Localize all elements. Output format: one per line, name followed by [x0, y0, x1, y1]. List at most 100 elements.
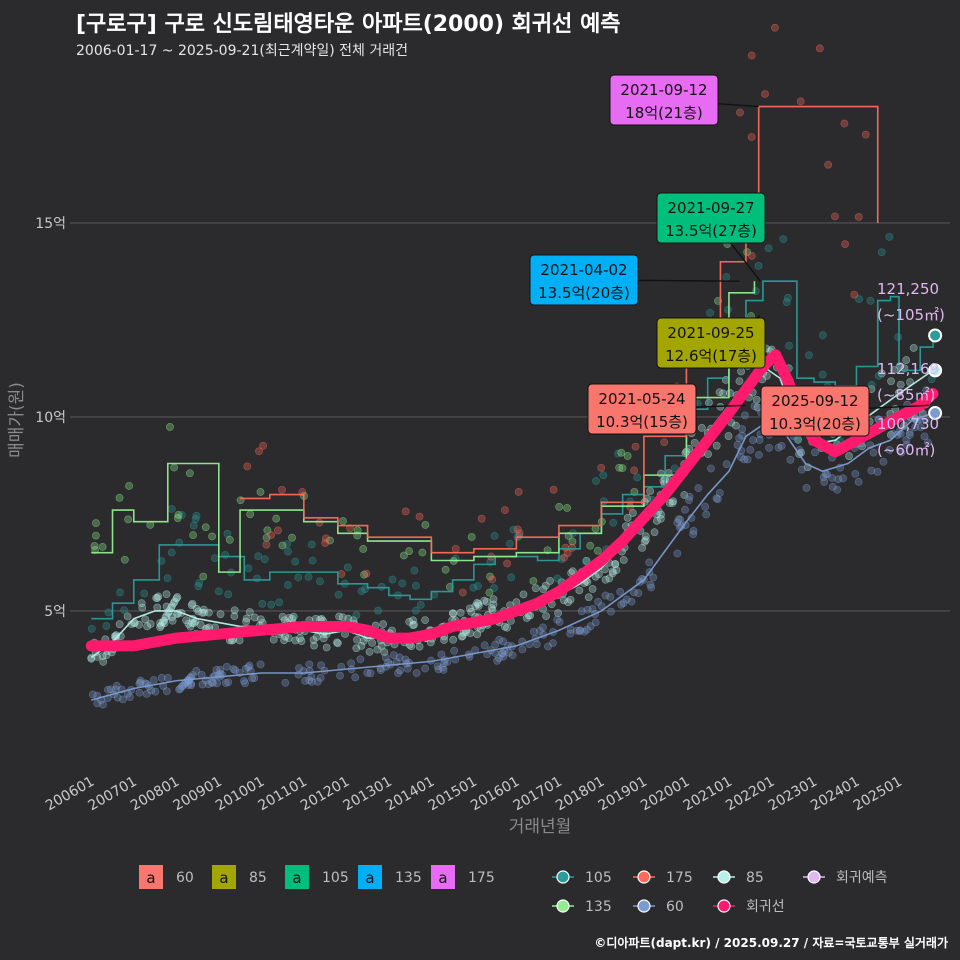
data-point-135 — [92, 531, 100, 540]
data-point-175 — [747, 251, 756, 260]
data-point-60 — [774, 443, 783, 452]
data-point-60 — [627, 597, 636, 606]
data-point-135 — [115, 493, 124, 502]
data-point-105 — [724, 305, 732, 314]
callout-box — [529, 254, 639, 306]
data-point-60 — [701, 502, 710, 511]
legend-label: 175 — [468, 870, 495, 886]
data-point-60 — [151, 687, 160, 696]
callout-date: 2025-09-12 — [771, 392, 858, 410]
data-point-85 — [466, 604, 474, 613]
data-point-60 — [532, 640, 541, 649]
data-point-60 — [583, 605, 592, 614]
data-point-60 — [363, 668, 372, 677]
data-point-60 — [738, 425, 747, 433]
data-point-60 — [673, 549, 682, 558]
data-point-175 — [337, 570, 346, 578]
data-point-60 — [616, 587, 625, 596]
data-point-175 — [815, 44, 824, 53]
data-point-60 — [649, 573, 658, 582]
data-point-60 — [241, 679, 249, 688]
data-point-60 — [566, 629, 575, 638]
data-point-60 — [869, 448, 878, 457]
data-point-135 — [90, 542, 99, 550]
data-point-135 — [185, 469, 194, 478]
data-point-60 — [897, 448, 906, 457]
data-point-135 — [421, 521, 430, 529]
data-point-105 — [722, 273, 731, 281]
data-point-175 — [747, 133, 756, 141]
data-point-60 — [136, 678, 145, 687]
data-point-105 — [412, 581, 420, 590]
data-point-105 — [553, 574, 562, 583]
data-point-60 — [577, 607, 586, 616]
data-point-60 — [867, 466, 876, 475]
legend-key-85 — [212, 865, 236, 889]
regression-line — [85, 349, 939, 652]
data-point-60 — [307, 672, 316, 681]
data-point-105 — [785, 341, 794, 350]
data-point-85 — [333, 638, 341, 647]
data-point-135 — [441, 565, 450, 574]
data-point-85 — [172, 594, 181, 603]
data-point-135 — [201, 523, 210, 532]
data-point-105 — [284, 547, 292, 556]
data-point-85 — [256, 615, 265, 624]
callout-date: 2021-09-25 — [667, 324, 754, 342]
data-point-60 — [351, 673, 360, 682]
data-point-60 — [702, 510, 711, 519]
data-point-85 — [250, 613, 259, 622]
data-point-105 — [509, 525, 518, 534]
data-point-175 — [771, 23, 779, 32]
data-point-85 — [584, 593, 593, 602]
legend-marker-85 — [717, 870, 731, 884]
data-point-85 — [877, 369, 886, 378]
data-point-60 — [833, 485, 842, 494]
data-point-60 — [606, 593, 615, 601]
data-point-60 — [580, 627, 589, 636]
data-point-85 — [726, 389, 734, 397]
data-point-85 — [102, 651, 111, 660]
data-point-85 — [704, 398, 713, 407]
legend-key-letter: a — [365, 869, 374, 887]
data-point-85 — [143, 622, 152, 631]
data-point-135 — [529, 577, 538, 585]
data-point-135 — [563, 504, 571, 512]
data-point-105 — [283, 540, 292, 549]
data-point-105 — [877, 248, 886, 257]
legend-marker-60 — [637, 899, 651, 913]
data-point-60 — [851, 469, 860, 478]
data-point-85 — [909, 344, 918, 352]
data-point-85 — [601, 575, 610, 584]
data-point-105 — [163, 574, 172, 583]
legend-marker-105 — [556, 870, 570, 884]
data-point-60 — [885, 445, 894, 454]
data-point-60 — [750, 402, 759, 411]
data-point-105 — [294, 573, 303, 582]
data-point-135 — [166, 423, 174, 431]
data-point-60 — [544, 642, 552, 651]
legend-label: 105 — [322, 870, 349, 886]
data-point-85 — [196, 621, 205, 629]
data-point-60 — [681, 521, 690, 529]
data-point-60 — [162, 687, 171, 696]
data-point-60 — [256, 660, 265, 669]
data-point-105 — [398, 579, 407, 588]
data-point-85 — [611, 560, 620, 568]
data-point-135 — [173, 514, 182, 522]
data-point-60 — [212, 665, 221, 674]
prediction-area: (~105㎡) — [877, 306, 945, 324]
data-point-60 — [157, 673, 166, 682]
data-point-85 — [656, 514, 665, 523]
data-point-60 — [755, 450, 763, 459]
data-point-175 — [458, 588, 467, 597]
data-point-60 — [305, 660, 314, 669]
data-point-175 — [631, 442, 640, 451]
callout-value: 13.5억(20층) — [538, 284, 630, 302]
data-point-60 — [142, 690, 151, 698]
data-point-105 — [411, 606, 420, 615]
data-point-60 — [241, 664, 250, 673]
legend-label: 175 — [666, 870, 693, 886]
data-point-85 — [845, 452, 853, 460]
data-point-85 — [162, 590, 171, 599]
